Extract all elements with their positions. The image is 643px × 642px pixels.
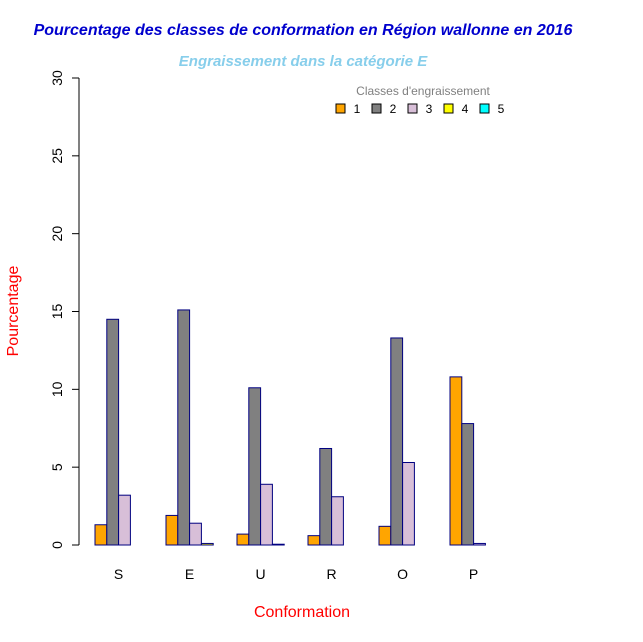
legend-label-5: 5 — [498, 102, 505, 116]
bar-E-class-3 — [189, 522, 202, 546]
x-tick-label: S — [114, 566, 123, 582]
chart-subtitle: Engraissement dans la catégorie E — [179, 53, 428, 70]
y-tick-label: 30 — [49, 70, 65, 86]
y-tick-label: 10 — [49, 381, 65, 397]
bar-S-class-2 — [106, 318, 120, 546]
legend-swatch-3 — [407, 103, 418, 114]
bar-S-class-3 — [118, 494, 131, 546]
bar-P-class-3 — [473, 542, 486, 546]
x-tick-label: R — [327, 566, 337, 582]
bar-O-class-3 — [402, 461, 415, 546]
x-tick-label: O — [397, 566, 408, 582]
legend-title: Classes d'engraissement — [356, 84, 490, 98]
legend-label-3: 3 — [426, 102, 433, 116]
legend-swatch-4 — [443, 103, 454, 114]
legend-label-2: 2 — [390, 102, 397, 116]
legend-swatch-5 — [479, 103, 490, 114]
x-tick-label: E — [185, 566, 194, 582]
bar-U-class-1 — [236, 533, 250, 546]
bar-R-class-3 — [331, 496, 344, 546]
bar-U-class-2 — [248, 387, 262, 546]
bar-P-class-1 — [449, 376, 463, 546]
y-axis-label: Pourcentage — [5, 266, 22, 357]
x-tick-label: P — [469, 566, 478, 582]
legend: Classes d'engraissement 1 2 3 4 5 — [335, 84, 505, 116]
legend-label-1: 1 — [354, 102, 361, 116]
bar-E-class-1 — [165, 514, 179, 546]
bar-R-class-1 — [307, 535, 321, 546]
legend-swatch-1 — [335, 103, 346, 114]
bar-E-class-4 — [200, 542, 214, 546]
y-tick-label: 5 — [49, 463, 65, 471]
bar-S-class-1 — [94, 524, 108, 546]
legend-label-4: 4 — [462, 102, 469, 116]
bar-U-class-4 — [271, 543, 285, 546]
bar-O-class-1 — [378, 525, 392, 546]
bar-R-class-2 — [319, 447, 333, 546]
y-tick-label: 25 — [49, 148, 65, 164]
y-tick-label: 15 — [49, 304, 65, 320]
y-tick-label: 20 — [49, 226, 65, 242]
bar-P-class-2 — [461, 423, 475, 546]
y-tick-label: 0 — [49, 541, 65, 549]
bars — [94, 309, 486, 546]
chart-title: Pourcentage des classes de conformation … — [34, 22, 573, 39]
legend-items: 1 2 3 4 5 — [335, 102, 505, 116]
x-tick-label: U — [256, 566, 266, 582]
y-ticks: 0 5 10 15 20 25 30 — [49, 70, 79, 549]
bar-U-class-3 — [260, 483, 273, 546]
bar-E-class-2 — [177, 309, 191, 546]
legend-swatch-2 — [371, 103, 382, 114]
bar-O-class-2 — [390, 337, 404, 546]
x-axis-label: Conformation — [254, 604, 350, 621]
